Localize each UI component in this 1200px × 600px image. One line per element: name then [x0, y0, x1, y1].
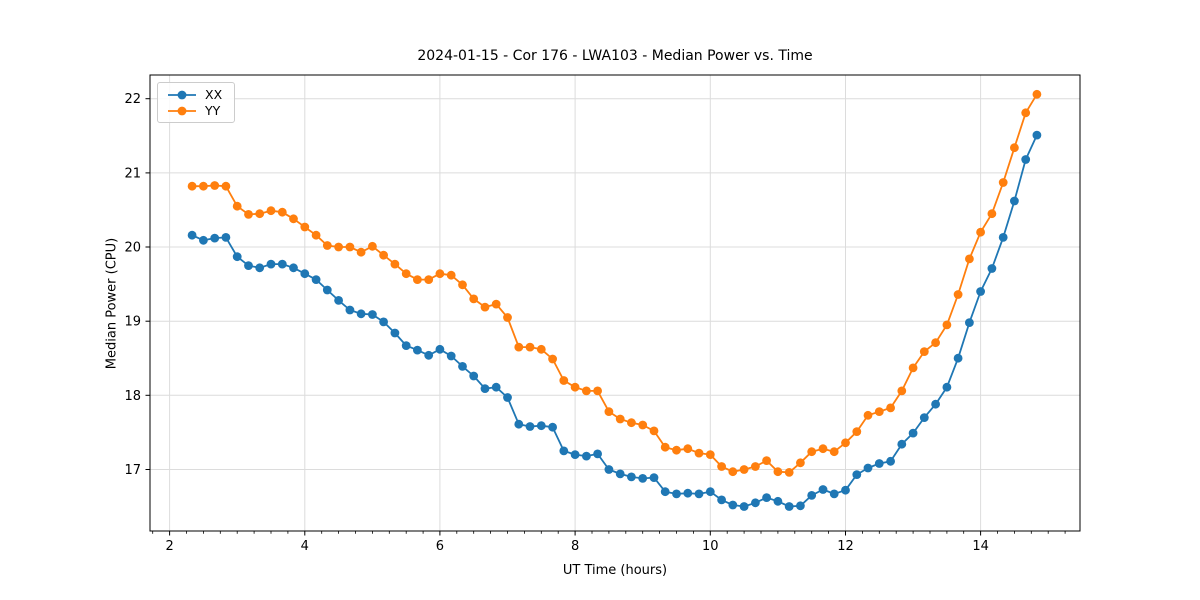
svg-text:8: 8 [571, 539, 579, 554]
svg-text:17: 17 [124, 463, 141, 478]
legend-item-xx: XX [166, 88, 222, 101]
svg-text:14: 14 [972, 539, 989, 554]
svg-text:22: 22 [124, 92, 141, 107]
svg-text:21: 21 [124, 166, 141, 181]
svg-text:20: 20 [124, 241, 141, 256]
legend-item-yy: YY [166, 104, 222, 117]
legend-label-yy: YY [205, 103, 221, 118]
svg-text:6: 6 [436, 539, 444, 554]
svg-text:12: 12 [837, 539, 854, 554]
svg-text:18: 18 [124, 389, 141, 404]
y-axis-label: Median Power (CPU) [104, 237, 120, 370]
legend-line-marker-yy-icon [168, 106, 196, 115]
svg-text:2: 2 [165, 539, 173, 554]
svg-text:19: 19 [124, 315, 141, 330]
svg-text:10: 10 [702, 539, 719, 554]
legend: XX YY [157, 82, 236, 123]
x-axis-label: UT Time (hours) [562, 563, 668, 578]
legend-label-xx: XX [205, 87, 223, 102]
svg-text:4: 4 [301, 539, 309, 554]
legend-line-marker-xx-icon [168, 90, 196, 99]
chart-title: 2024-01-15 - Cor 176 - LWA103 - Median P… [417, 48, 813, 64]
